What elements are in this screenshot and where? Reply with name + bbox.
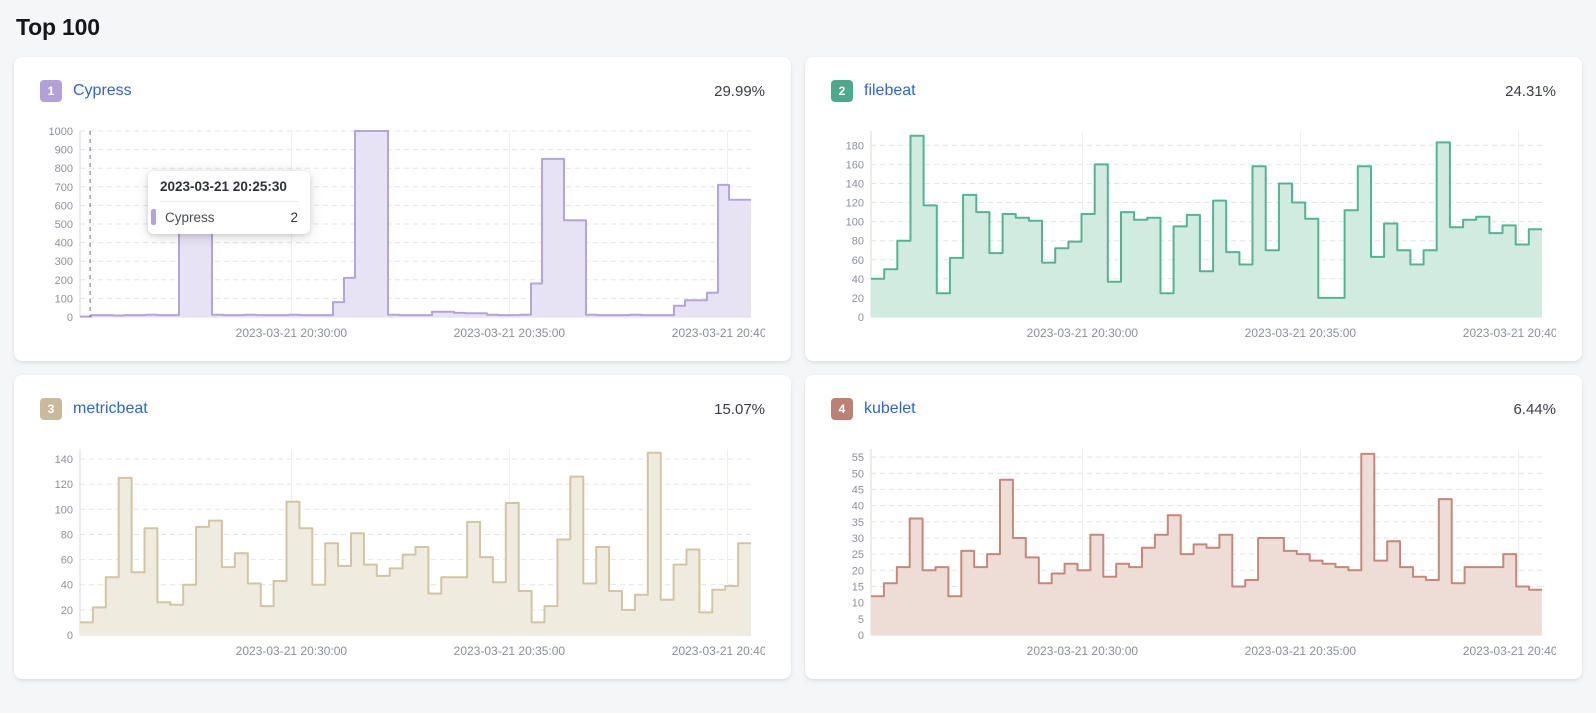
chart-card-metricbeat: 3 metricbeat 15.07% 0 20 40 60 80 100 120 140 20… <box>14 375 791 679</box>
area-chart[interactable]: 0 5 10 15 20 25 30 35 40 45 50 55 2023-03-21 20:30:0… <box>831 439 1575 663</box>
percentage-value: 6.44% <box>1513 400 1556 418</box>
svg-text:20: 20 <box>852 565 864 577</box>
page-title: Top 100 <box>16 14 100 40</box>
chart-area[interactable]: 0 20 40 60 80 100 120 140 2023-03-21 20:30:00 202… <box>40 439 784 663</box>
tooltip-row: Cypress 2 <box>151 209 298 225</box>
svg-text:60: 60 <box>61 555 73 567</box>
svg-text:100: 100 <box>55 504 73 516</box>
card-header: 4 kubelet 6.44% <box>831 395 1556 423</box>
svg-text:2023-03-21 20:35:00: 2023-03-21 20:35:00 <box>1245 644 1357 658</box>
svg-text:300: 300 <box>55 256 73 268</box>
svg-text:2023-03-21 20:40:00: 2023-03-21 20:40:00 <box>672 644 765 658</box>
svg-text:160: 160 <box>846 159 864 171</box>
svg-text:2023-03-21 20:40:00: 2023-03-21 20:40:00 <box>1463 326 1556 340</box>
svg-text:200: 200 <box>55 275 73 287</box>
chart-card-kubelet: 4 kubelet 6.44% 0 5 10 15 20 25 30 35 40 45 50 55 20… <box>805 375 1582 679</box>
percentage-value: 15.07% <box>714 400 765 418</box>
svg-text:5: 5 <box>858 614 864 626</box>
svg-text:600: 600 <box>55 200 73 212</box>
svg-text:25: 25 <box>852 549 864 561</box>
svg-text:2023-03-21 20:35:00: 2023-03-21 20:35:00 <box>1245 326 1357 340</box>
chart-card-cypress: 1 Cypress 29.99% 0 100 200 300 400 500 600 700 8… <box>14 57 791 361</box>
series-link-cypress[interactable]: Cypress <box>73 82 132 99</box>
svg-text:180: 180 <box>846 140 864 152</box>
svg-text:400: 400 <box>55 238 73 250</box>
svg-text:2023-03-21 20:30:00: 2023-03-21 20:30:00 <box>1027 644 1139 658</box>
svg-text:700: 700 <box>55 182 73 194</box>
rank-badge: 4 <box>831 398 853 420</box>
svg-text:20: 20 <box>852 293 864 305</box>
chart-area[interactable]: 0 20 40 60 80 100 120 140 160 180 2023-03-21 20:30… <box>831 121 1575 345</box>
svg-text:800: 800 <box>55 163 73 175</box>
svg-text:2023-03-21 20:35:00: 2023-03-21 20:35:00 <box>454 326 566 340</box>
svg-text:0: 0 <box>858 312 864 324</box>
svg-text:1000: 1000 <box>49 126 73 138</box>
chart-tooltip: 2023-03-21 20:25:30 Cypress 2 <box>148 171 310 234</box>
svg-text:15: 15 <box>852 582 864 594</box>
series-marker <box>151 209 156 225</box>
svg-text:10: 10 <box>852 598 864 610</box>
svg-text:120: 120 <box>55 479 73 491</box>
svg-text:2023-03-21 20:40:00: 2023-03-21 20:40:00 <box>672 326 765 340</box>
area-chart[interactable]: 0 20 40 60 80 100 120 140 2023-03-21 20:30:00 202… <box>40 439 784 663</box>
svg-text:40: 40 <box>852 274 864 286</box>
svg-text:55: 55 <box>852 452 864 464</box>
svg-text:2023-03-21 20:40:00: 2023-03-21 20:40:00 <box>1463 644 1556 658</box>
percentage-value: 24.31% <box>1505 82 1556 100</box>
svg-text:120: 120 <box>846 198 864 210</box>
svg-text:100: 100 <box>846 217 864 229</box>
svg-text:35: 35 <box>852 517 864 529</box>
svg-text:2023-03-21 20:30:00: 2023-03-21 20:30:00 <box>1027 326 1139 340</box>
rank-badge: 3 <box>40 398 62 420</box>
svg-text:0: 0 <box>858 630 864 642</box>
svg-text:80: 80 <box>61 530 73 542</box>
svg-text:900: 900 <box>55 145 73 157</box>
svg-text:2023-03-21 20:30:00: 2023-03-21 20:30:00 <box>236 644 348 658</box>
svg-text:100: 100 <box>55 293 73 305</box>
svg-text:500: 500 <box>55 219 73 231</box>
percentage-value: 29.99% <box>714 82 765 100</box>
chart-area[interactable]: 0 100 200 300 400 500 600 700 800 900 1000 2023-03-… <box>40 121 784 345</box>
card-header: 2 filebeat 24.31% <box>831 77 1556 105</box>
svg-text:0: 0 <box>67 312 73 324</box>
tooltip-series-label: Cypress <box>165 209 215 225</box>
series-link-metricbeat[interactable]: metricbeat <box>73 400 148 417</box>
svg-text:45: 45 <box>852 484 864 496</box>
svg-text:40: 40 <box>61 580 73 592</box>
svg-text:140: 140 <box>846 179 864 191</box>
svg-text:140: 140 <box>55 454 73 466</box>
svg-text:0: 0 <box>67 630 73 642</box>
svg-text:2023-03-21 20:35:00: 2023-03-21 20:35:00 <box>454 644 566 658</box>
svg-text:60: 60 <box>852 255 864 267</box>
chart-area[interactable]: 0 5 10 15 20 25 30 35 40 45 50 55 2023-03-21 20:30:0… <box>831 439 1575 663</box>
svg-text:2023-03-21 20:30:00: 2023-03-21 20:30:00 <box>236 326 348 340</box>
rank-badge: 1 <box>40 80 62 102</box>
svg-text:40: 40 <box>852 501 864 513</box>
area-chart[interactable]: 0 100 200 300 400 500 600 700 800 900 1000 2023-03-… <box>40 121 784 345</box>
area-chart[interactable]: 0 20 40 60 80 100 120 140 160 180 2023-03-21 20:30… <box>831 121 1575 345</box>
svg-text:50: 50 <box>852 468 864 480</box>
card-header: 1 Cypress 29.99% <box>40 77 765 105</box>
tooltip-timestamp: 2023-03-21 20:25:30 <box>160 179 298 202</box>
svg-text:20: 20 <box>61 605 73 617</box>
rank-badge: 2 <box>831 80 853 102</box>
series-link-filebeat[interactable]: filebeat <box>864 82 916 99</box>
series-link-kubelet[interactable]: kubelet <box>864 400 916 417</box>
chart-card-filebeat: 2 filebeat 24.31% 0 20 40 60 80 100 120 140 160 1… <box>805 57 1582 361</box>
svg-text:30: 30 <box>852 533 864 545</box>
card-header: 3 metricbeat 15.07% <box>40 395 765 423</box>
svg-text:80: 80 <box>852 236 864 248</box>
tooltip-series-value: 2 <box>290 209 298 225</box>
cards-grid: 1 Cypress 29.99% 0 100 200 300 400 500 600 700 8… <box>14 57 1582 679</box>
